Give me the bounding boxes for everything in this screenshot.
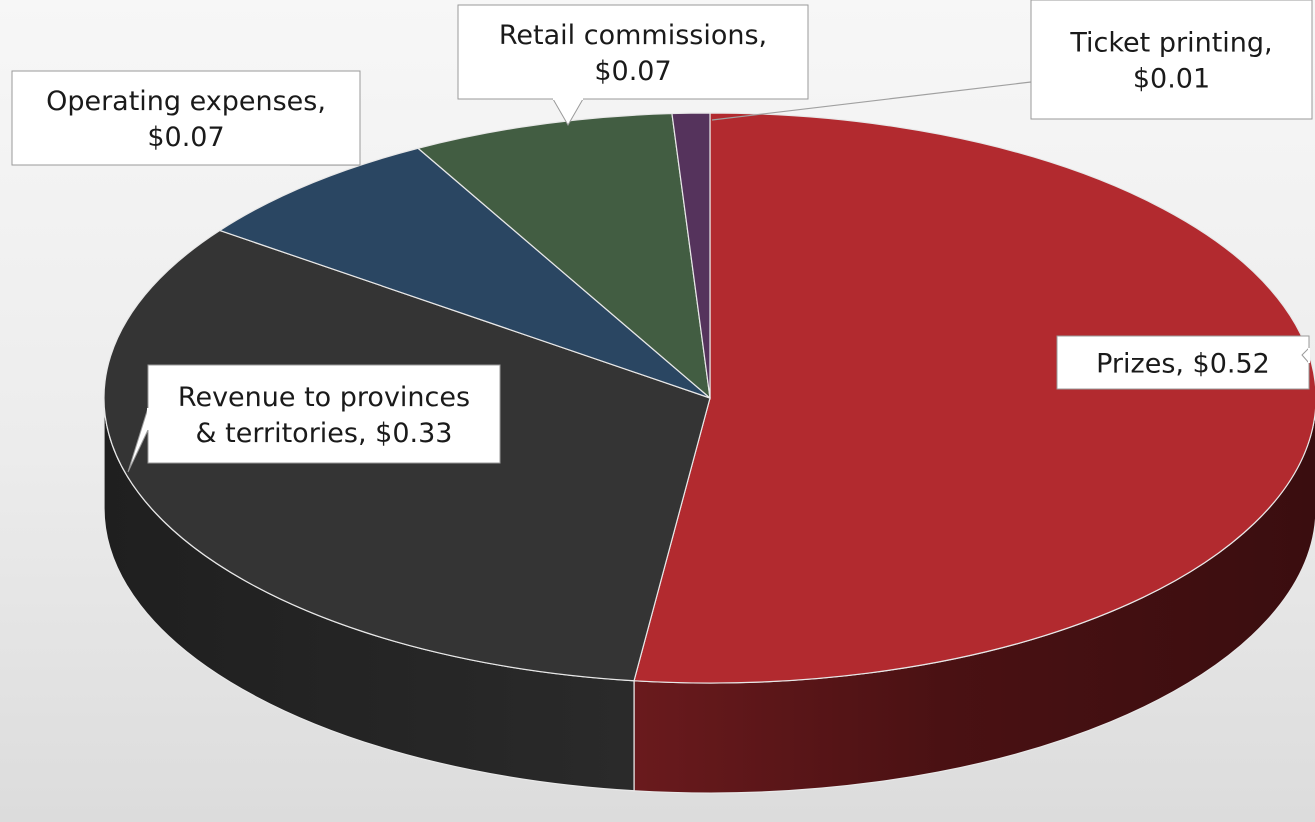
pie-label-layer: Prizes, $0.52 Revenue to provinces & terri… xyxy=(11,0,1313,473)
callout-retail-commissions: Retail commissions, $0.07 xyxy=(457,4,809,127)
callout-pointer-revenue-to-provinces-territories xyxy=(127,407,149,473)
callout-pointer-prizes xyxy=(1301,347,1310,364)
callout-pointer-retail-commissions xyxy=(552,98,584,127)
callout-operating-expenses: Operating expenses, $0.07 xyxy=(11,70,361,166)
callout-box-retail-commissions xyxy=(457,4,809,100)
callout-ticket-printing: Ticket printing, $0.01 xyxy=(711,0,1313,121)
leader-line-ticket-printing xyxy=(711,81,1032,121)
callout-box-operating-expenses xyxy=(11,70,361,166)
pie-slice-ticket-printing xyxy=(671,112,711,399)
pie-top-layer xyxy=(103,112,1315,684)
pie-slice-operating-expenses xyxy=(218,147,711,399)
pie-slice-retail-commissions xyxy=(416,112,711,400)
data-label-prizes: Prizes, $0.52 xyxy=(1096,349,1270,380)
callout-prizes: Prizes, $0.52 xyxy=(1056,335,1310,390)
callout-box-ticket-printing xyxy=(1030,0,1313,120)
data-label-ticket-printing: Ticket printing, $0.01 xyxy=(1069,28,1272,95)
callout-box-revenue-to-provinces-territories xyxy=(147,364,501,464)
data-label-retail-commissions: Retail commissions, $0.07 xyxy=(499,20,767,87)
data-label-operating-expenses: Operating expenses, $0.07 xyxy=(46,86,326,153)
data-label-revenue-to-provinces-territories: Revenue to provinces & territories, $0.33 xyxy=(178,382,470,449)
callout-revenue-to-provinces-territories: Revenue to provinces & territories, $0.33 xyxy=(127,364,501,473)
